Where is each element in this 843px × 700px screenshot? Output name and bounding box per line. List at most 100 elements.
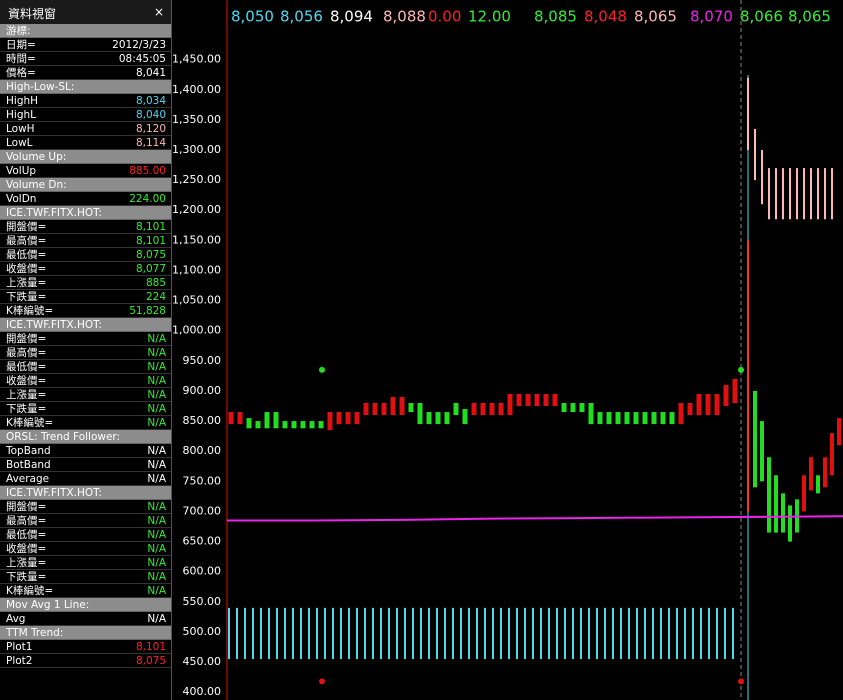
row-label: 開盤價= — [6, 501, 47, 513]
data-row: HighH 8,034 — [0, 94, 171, 108]
candle-bar — [669, 412, 675, 425]
row-label: 下跌量= — [6, 403, 47, 415]
signal-dot — [738, 678, 744, 685]
data-row: Plot1 8,101 — [0, 640, 171, 654]
row-value: N/A — [147, 473, 166, 485]
row-label: 收盤價= — [6, 543, 47, 555]
row-label: 最高價= — [6, 235, 47, 247]
row-value: 8,101 — [135, 221, 166, 233]
row-label: BotBand — [6, 459, 51, 471]
candle-bar — [534, 393, 540, 407]
candle-bar — [435, 412, 441, 425]
data-row: 收盤價= 8,077 — [0, 262, 171, 276]
candle-bar — [345, 412, 351, 425]
row-value: N/A — [147, 571, 166, 583]
row-label: 最低價= — [6, 249, 47, 261]
candle-bar — [760, 421, 764, 482]
section-header: ICE.TWF.FITX.HOT: — [0, 318, 171, 332]
data-row: TopBand N/A — [0, 444, 171, 458]
candle-bar — [309, 421, 315, 429]
row-label: 日期= — [6, 39, 36, 51]
header-value: 0.00 — [428, 8, 461, 26]
candle-bar — [363, 403, 369, 416]
signal-dot — [319, 678, 325, 685]
y-tick-label: 1,050.00 — [172, 294, 221, 307]
candle-bar — [660, 412, 666, 425]
row-value: N/A — [147, 403, 166, 415]
candle-bar — [561, 403, 567, 413]
candle-bar — [408, 403, 414, 413]
row-value: 8,101 — [135, 235, 166, 247]
candle-bar — [291, 421, 297, 429]
y-tick-label: 600.00 — [183, 565, 222, 578]
data-row: 開盤價= N/A — [0, 332, 171, 346]
data-row: 最低價= N/A — [0, 528, 171, 542]
candle-bar — [606, 412, 612, 425]
row-label: K棒編號= — [6, 417, 54, 429]
row-label: VolDn — [6, 193, 37, 205]
candle-bar — [651, 412, 657, 425]
row-value: 885 — [145, 277, 166, 289]
candle-bar — [816, 475, 820, 494]
candle-bar — [633, 412, 639, 425]
data-row: 上漲量= N/A — [0, 556, 171, 570]
data-row: 收盤價= N/A — [0, 542, 171, 556]
candle-bar — [444, 412, 450, 425]
section-header: High-Low-SL: — [0, 80, 171, 94]
row-value: N/A — [147, 417, 166, 429]
window-title: 資料視窗 — [8, 7, 57, 21]
magenta-line — [227, 515, 843, 522]
row-value: 8,120 — [135, 123, 166, 135]
row-label: VolUp — [6, 165, 37, 177]
row-label: 上漲量= — [6, 277, 47, 289]
data-row: 上漲量= 885 — [0, 276, 171, 290]
y-tick-label: 1,450.00 — [172, 53, 221, 66]
candle-bar — [781, 493, 785, 533]
header-value: 8,050 — [231, 8, 274, 26]
header-value: 8,088 — [383, 8, 426, 26]
row-label: Plot2 — [6, 655, 33, 667]
row-value: N/A — [147, 389, 166, 401]
candle-bar — [714, 393, 720, 416]
y-tick-label: 1,300.00 — [172, 143, 221, 156]
row-value: 2012/3/23 — [112, 39, 166, 51]
y-tick-label: 1,400.00 — [172, 83, 221, 96]
data-row: 時間= 08:45:05 — [0, 52, 171, 66]
y-tick-label: 950.00 — [183, 354, 222, 367]
candle-bar — [732, 378, 738, 404]
section-header: ICE.TWF.FITX.HOT: — [0, 206, 171, 220]
data-row: K棒編號= N/A — [0, 416, 171, 430]
data-row: VolUp 885.00 — [0, 164, 171, 178]
candle-bar — [453, 403, 459, 416]
data-row: Avg N/A — [0, 612, 171, 626]
data-row: Plot2 8,075 — [0, 654, 171, 668]
candle-bar — [273, 412, 279, 429]
candle-bar — [597, 412, 603, 425]
row-value: N/A — [147, 501, 166, 513]
row-label: 最低價= — [6, 529, 47, 541]
row-value: 08:45:05 — [118, 53, 166, 65]
header-value: 12.00 — [468, 8, 511, 26]
row-label: TopBand — [6, 445, 51, 457]
data-row: 開盤價= 8,101 — [0, 220, 171, 234]
y-tick-label: 400.00 — [183, 685, 222, 698]
row-label: HighL — [6, 109, 36, 121]
row-value: 51,828 — [129, 305, 166, 317]
row-value: 224 — [145, 291, 166, 303]
row-label: Average — [6, 473, 50, 485]
candle-bar — [417, 403, 423, 425]
row-value: 8,034 — [135, 95, 166, 107]
row-value: N/A — [147, 445, 166, 457]
rows: 游標: 日期= 2012/3/23 時間= 08:45:05 價格= 8,041 High-L… — [0, 24, 171, 668]
y-tick-label: 750.00 — [183, 474, 222, 487]
candle-bar — [802, 475, 806, 512]
candle-bar — [615, 412, 621, 425]
data-row: 價格= 8,041 — [0, 66, 171, 80]
data-row: 下跌量= N/A — [0, 402, 171, 416]
data-row: 最高價= N/A — [0, 514, 171, 528]
close-button[interactable]: × — [153, 5, 164, 19]
data-row: LowH 8,120 — [0, 122, 171, 136]
row-label: K棒編號= — [6, 585, 54, 597]
candle-bar — [336, 412, 342, 425]
